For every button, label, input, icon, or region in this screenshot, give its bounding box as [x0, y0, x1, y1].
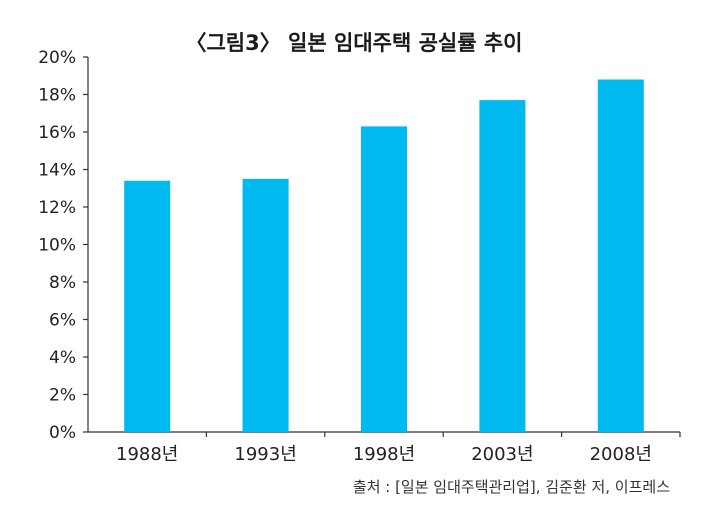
bar-2003년 — [479, 100, 526, 432]
y-tick-label: 6% — [49, 311, 76, 331]
y-tick-label: 2% — [49, 386, 76, 406]
x-tick-label: 2003년 — [471, 444, 533, 465]
y-tick-label: 8% — [49, 273, 76, 293]
y-tick-label: 14% — [38, 161, 76, 181]
x-tick-label: 1988년 — [116, 444, 178, 465]
x-axis — [88, 431, 681, 437]
x-tick-label: 1993년 — [234, 444, 296, 465]
y-tick-label: 4% — [49, 348, 76, 368]
y-tick-label: 16% — [38, 123, 76, 143]
y-tick-label: 10% — [38, 236, 76, 256]
bars — [124, 79, 644, 432]
x-tick-label: 1998년 — [353, 444, 415, 465]
y-tick-label: 12% — [38, 198, 76, 218]
x-tick-label: 2008년 — [590, 444, 652, 465]
source-note: 출처 : [일본 임대주택관리업], 김준환 저, 이프레스 — [353, 478, 670, 496]
y-tick-label: 20% — [38, 48, 76, 68]
x-tick-labels: 1988년 1993년 1998년 2003년 2008년 — [116, 444, 652, 465]
y-axis: 0% 2% 4% 6% 8% 10% 12% 14% 16% 18% 20% — [38, 48, 89, 443]
bar-1988년 — [124, 180, 171, 432]
bar-1998년 — [361, 126, 407, 432]
bar-1993년 — [242, 178, 289, 432]
y-tick-label: 0% — [49, 423, 76, 443]
chart-title: 〈그림3〉 일본 임대주택 공실률 추이 — [185, 31, 522, 55]
bar-2008년 — [597, 79, 644, 432]
y-tick-label: 18% — [38, 86, 76, 106]
